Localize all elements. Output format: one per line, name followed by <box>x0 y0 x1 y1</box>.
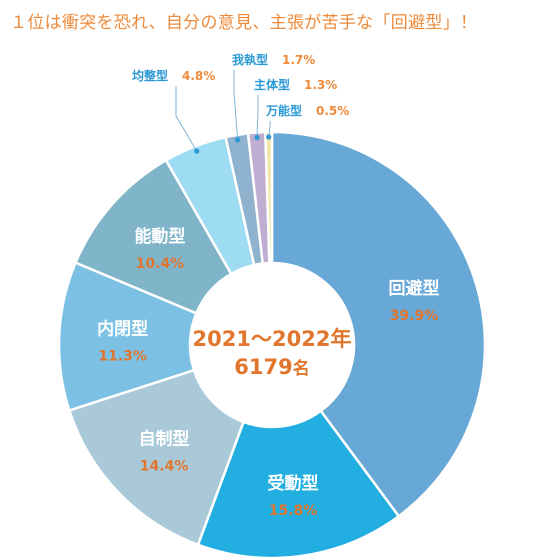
donut-hole <box>190 263 354 427</box>
leader-dot-9 <box>266 134 272 140</box>
slice-label-9: 万能型 <box>265 103 302 118</box>
slice-label-8: 主体型 <box>254 77 290 92</box>
leader-line-8 <box>256 95 259 138</box>
slice-value-6: 4.8% <box>182 69 215 83</box>
slice-label-6: 均整型 <box>132 68 168 83</box>
slices-group <box>57 130 487 560</box>
slice-label-2: 受動型 <box>268 473 319 494</box>
slice-value-5: 10.4% <box>136 256 185 272</box>
leader-line-6 <box>175 86 198 152</box>
leader-lines-group <box>175 70 272 154</box>
center-period-label: 2021～2022年 <box>193 327 352 351</box>
leader-dot-8 <box>254 134 260 141</box>
chart-headline: １位は衝突を恐れ、自分の意見、主張が苦手な「回避型」！ <box>10 13 478 33</box>
slice-label-3: 自制型 <box>139 428 190 449</box>
leader-line-9 <box>268 121 271 138</box>
center-count-label: 6179名 <box>234 355 309 379</box>
slice-value-2: 15.8% <box>269 503 318 519</box>
center-count-number: 6179 <box>234 355 292 379</box>
slice-value-3: 14.4% <box>140 458 189 474</box>
labels-group: 回避型 39.9% 受動型 15.8% 自制型 14.4% 内閉型 11.3% 能動型 10.4%… <box>97 52 439 519</box>
slice-label-7: 我執型 <box>232 52 268 67</box>
leader-dot-7 <box>235 137 241 143</box>
center-count-unit: 名 <box>293 358 310 379</box>
leader-line-7 <box>233 70 239 140</box>
slice-label-1: 回避型 <box>388 278 439 299</box>
slice-label-4: 内閉型 <box>97 319 148 340</box>
slice-value-1: 39.9% <box>390 308 439 324</box>
slice-label-5: 能動型 <box>134 226 185 247</box>
leader-dot-6 <box>194 148 200 154</box>
slice-value-7: 1.7% <box>282 53 315 67</box>
slice-value-4: 11.3% <box>98 349 147 365</box>
slice-value-8: 1.3% <box>304 78 337 92</box>
slice-value-9: 0.5% <box>316 104 349 118</box>
